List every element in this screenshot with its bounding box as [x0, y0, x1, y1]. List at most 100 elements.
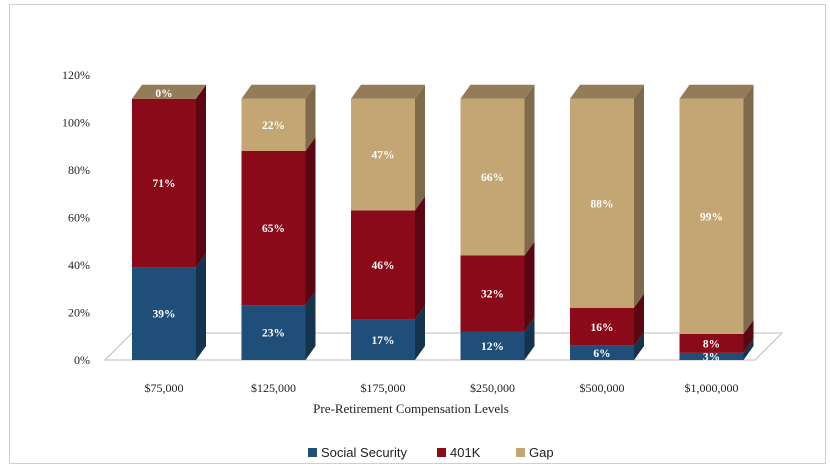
data-label: 17% — [372, 335, 395, 347]
data-label: 16% — [591, 322, 614, 334]
bar-segment-social-security — [679, 338, 754, 360]
bar-segment-401k — [679, 319, 754, 353]
bar-segment-401k — [351, 196, 425, 320]
bar-segment-gap — [351, 84, 425, 211]
data-label: 8% — [703, 338, 720, 350]
bar-top-cap — [132, 84, 206, 99]
legend-label: Social Security — [321, 445, 407, 460]
bar-front-face — [570, 307, 634, 346]
bar-side-face — [305, 84, 316, 151]
bar-segment-social-security — [460, 317, 535, 360]
x-tick-label: $500,000 — [580, 381, 625, 395]
bar-side-face — [743, 84, 754, 334]
bar-front-face — [241, 151, 306, 306]
legend: Social Security 401K Gap — [308, 445, 554, 460]
data-label: 6% — [593, 348, 610, 360]
x-tick-label: $75,000 — [145, 381, 184, 395]
bar-front-face — [679, 333, 744, 353]
bar-top-cap — [460, 84, 535, 99]
legend-swatch — [516, 448, 525, 457]
x-axis-ticks: $75,000 $125,000 $175,000 $250,000 $500,000 $… — [145, 381, 739, 395]
data-label: 12% — [481, 341, 504, 353]
data-label: 22% — [262, 120, 285, 132]
data-label: 88% — [591, 198, 614, 210]
data-label: 3% — [703, 351, 720, 363]
legend-item: Gap — [516, 445, 554, 460]
bar-side-face — [634, 293, 644, 346]
bar-top-cap — [570, 84, 644, 99]
bar-segment-gap — [679, 84, 754, 334]
bar-side-face — [305, 137, 316, 306]
bar-segment-social-security — [570, 331, 644, 360]
x-axis-title: Pre-Retirement Compensation Levels — [313, 401, 509, 416]
bar-segment-401k — [132, 84, 206, 268]
y-axis-ticks: 0% 20% 40% 60% 80% 100% 120% — [62, 68, 90, 367]
bar-front-face — [132, 98, 196, 268]
data-label: 65% — [262, 223, 285, 235]
bar-side-face — [196, 253, 206, 360]
bar-top-cap — [679, 84, 754, 99]
bar-segment-401k — [570, 293, 644, 346]
data-label: 47% — [372, 150, 395, 162]
y-tick-label: 20% — [68, 306, 90, 320]
bar-side-face — [634, 84, 644, 308]
bar-segment-social-security — [241, 291, 316, 360]
x-tick-label: $125,000 — [251, 381, 296, 395]
bar-side-face — [634, 331, 644, 360]
bar-side-face — [415, 196, 425, 320]
legend-label: 401K — [450, 445, 481, 460]
bar-segment-social-security — [132, 253, 206, 360]
data-label: 99% — [700, 211, 723, 223]
bar-front-face — [241, 305, 306, 360]
data-label: 46% — [372, 260, 395, 272]
bar-front-face — [570, 345, 634, 360]
bar-side-face — [305, 291, 316, 360]
bar-side-face — [743, 319, 754, 353]
y-tick-label: 40% — [68, 258, 90, 272]
x-tick-label: $175,000 — [361, 381, 406, 395]
bar-side-face — [196, 84, 206, 268]
bar-front-face — [351, 319, 415, 360]
legend-swatch — [308, 448, 317, 457]
bar-front-face — [351, 98, 415, 211]
y-tick-label: 120% — [62, 68, 90, 82]
bar-front-face — [679, 352, 744, 360]
bar-top-cap — [241, 84, 316, 99]
data-label: 23% — [262, 328, 285, 340]
bar-side-face — [524, 84, 535, 256]
y-tick-label: 100% — [62, 116, 90, 130]
bar-side-face — [415, 84, 425, 211]
data-label: 0% — [155, 88, 172, 100]
y-tick-label: 60% — [68, 211, 90, 225]
bar-segment-gap — [570, 84, 644, 308]
bar-side-face — [743, 338, 754, 360]
bar-front-face — [241, 98, 306, 151]
bar-front-face — [460, 98, 525, 256]
data-label: 71% — [153, 178, 176, 190]
bar-front-face — [132, 267, 196, 360]
bar-side-face — [524, 241, 535, 332]
bar-segment-gap — [460, 84, 535, 256]
data-label: 39% — [153, 309, 176, 321]
y-tick-label: 80% — [68, 163, 90, 177]
legend-swatch — [437, 448, 446, 457]
legend-item: 401K — [437, 445, 481, 460]
data-label: 66% — [481, 172, 504, 184]
data-label: 32% — [481, 289, 504, 301]
bar-front-face — [679, 98, 744, 334]
bar-segment-social-security — [351, 305, 425, 360]
bar-front-face — [460, 255, 525, 332]
bar-top-cap — [351, 84, 425, 99]
bar-segment-gap — [241, 84, 316, 151]
legend-item: Social Security — [308, 445, 407, 460]
x-tick-label: $250,000 — [470, 381, 515, 395]
x-tick-label: $1,000,000 — [685, 381, 739, 395]
bar-front-face — [460, 331, 525, 360]
bar-side-face — [415, 305, 425, 360]
bar-segment-401k — [241, 137, 316, 306]
bar-side-face — [524, 317, 535, 360]
y-tick-label: 0% — [74, 353, 90, 367]
bar-front-face — [570, 98, 634, 308]
bars: 39% 71% 0% 23% 65% 22% 17% 46% 47% 12% 32% 66% 6% 16%… — [132, 84, 754, 363]
